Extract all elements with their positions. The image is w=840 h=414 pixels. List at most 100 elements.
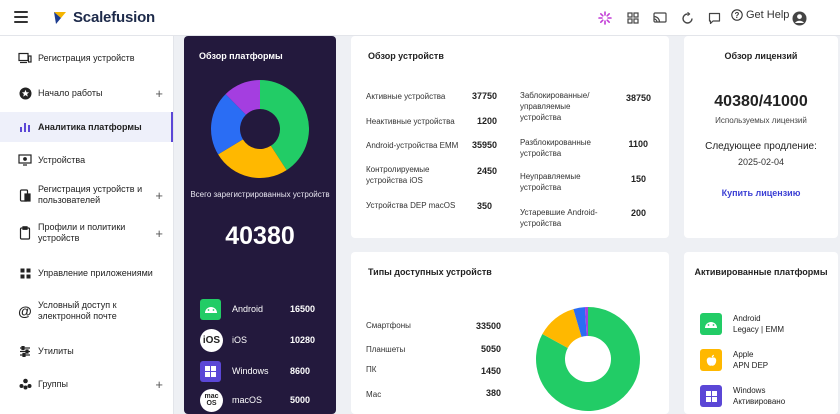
platform-count: 10280 — [290, 335, 316, 345]
sidebar-item-enroll-devices-users[interactable]: Регистрация устройств и пользователей + — [0, 181, 173, 209]
donut-slice-android[interactable] — [260, 80, 309, 171]
license-used-label: Используемых лицензий — [715, 116, 807, 125]
sidebar-item-label: Устройства — [38, 154, 86, 165]
sidebar-item-label: Группы — [38, 378, 68, 389]
apps-grid-icon[interactable] — [624, 9, 642, 27]
expand-plus-icon[interactable]: + — [155, 376, 163, 392]
windows-icon — [200, 360, 221, 382]
card-title: Активированные платформы — [694, 267, 828, 277]
app-logo[interactable]: Scalefusion — [52, 9, 155, 26]
overview-value: 38750 — [625, 93, 651, 103]
platform-row-ios[interactable]: iOS iOS 10280 — [200, 328, 328, 352]
overview-label: Android-устройства EMM — [366, 141, 459, 150]
sidebar-item-label: Регистрация устройств — [38, 52, 135, 63]
overview-value: 350 — [476, 201, 492, 211]
platform-count: 5000 — [290, 395, 311, 405]
expand-plus-icon[interactable]: + — [155, 85, 163, 101]
overview-label: Устройства DEP macOS — [366, 201, 456, 210]
sidebar-item-profiles-policies[interactable]: Профили и политики устройств + — [0, 219, 173, 247]
sidebar-item-label: Профили и политики устройств — [38, 222, 126, 243]
sidebar-item-label: Условный доступ к электронной почте — [38, 300, 117, 321]
donut-slice-windows[interactable] — [211, 94, 246, 155]
card-title: Обзор лицензий — [724, 51, 798, 61]
overview-label: Активные устройства — [366, 92, 446, 101]
hamburger-menu-icon[interactable] — [14, 11, 28, 23]
platform-count: 16500 — [290, 304, 316, 314]
donut-slice-ios[interactable] — [218, 139, 287, 178]
activated-android[interactable]: Android Legacy | EMM — [700, 313, 784, 335]
expand-plus-icon[interactable]: + — [155, 187, 163, 203]
renewal-date: 2025-02-04 — [737, 157, 785, 167]
type-label: Мас — [366, 390, 382, 399]
activated-platforms-card: Активированные платформы Android Legacy … — [684, 252, 838, 414]
device-types-card: Типы доступных устройств Смартфоны 33500… — [351, 252, 669, 414]
activated-windows[interactable]: Windows Активировано — [700, 385, 785, 407]
apple-icon — [700, 349, 722, 371]
buy-license-link[interactable]: Купить лицензию — [721, 188, 801, 198]
clipboard-icon — [18, 226, 32, 240]
account-avatar-icon[interactable] — [790, 9, 808, 27]
activated-name: Windows — [733, 386, 766, 395]
sidebar-item-app-management[interactable]: Управление приложениями — [0, 260, 173, 286]
overview-label: Контролируемые устройства iOS — [366, 165, 430, 185]
sidebar-item-label: Аналитика платформы — [38, 121, 142, 132]
expand-plus-icon[interactable]: + — [155, 225, 163, 241]
sidebar-item-email-conditional-access[interactable]: @ Условный доступ к электронной почте — [0, 297, 173, 325]
get-help-label: Get Help — [746, 9, 790, 21]
sliders-icon — [18, 344, 32, 358]
card-title: Обзор устройств — [368, 51, 444, 61]
type-label: Смартфоны — [366, 321, 411, 330]
overview-value: 37750 — [471, 91, 497, 101]
sidebar-item-getting-started[interactable]: Начало работы + — [0, 80, 173, 106]
donut-slice-пк[interactable] — [573, 307, 587, 337]
groups-icon — [18, 377, 32, 391]
overview-value: 1200 — [476, 116, 497, 126]
platform-row-windows[interactable]: Windows 8600 — [200, 359, 328, 383]
donut-slice-macos[interactable] — [225, 80, 260, 115]
donut-slice-смартфоны[interactable] — [536, 307, 640, 411]
overview-value: 35950 — [471, 140, 497, 150]
device-types-donut-chart — [536, 307, 640, 411]
donut-slice-планшеты[interactable] — [542, 309, 582, 348]
sidebar-item-utilities[interactable]: Утилиты — [0, 338, 173, 364]
monitor-icon — [18, 153, 32, 167]
ios-icon: iOS — [200, 328, 223, 352]
help-icon: ? — [731, 9, 743, 21]
overview-label: Разблокированные устройства — [520, 138, 591, 158]
type-value: 1450 — [480, 366, 501, 376]
activated-status: Активировано — [733, 397, 786, 406]
sidebar-item-groups[interactable]: Группы + — [0, 371, 173, 397]
macos-icon-text: OS — [206, 400, 217, 407]
get-help-button[interactable]: ? Get Help — [731, 9, 789, 21]
platform-overview-panel: Обзор платформы Всего зарегистрированных… — [184, 36, 336, 414]
sidebar-item-device-registration[interactable]: Регистрация устройств — [0, 45, 173, 71]
donut-slice-мас[interactable] — [584, 307, 588, 337]
apps-grid-icon — [18, 266, 32, 280]
panel-title: Обзор платформы — [199, 51, 283, 61]
sync-icon[interactable] — [678, 9, 696, 27]
macos-icon-text: mac — [204, 393, 219, 400]
overview-label: Устаревшие Android-устройства — [520, 208, 598, 228]
sidebar-item-devices[interactable]: Устройства — [0, 147, 173, 173]
activated-apple[interactable]: Apple APN DEP — [700, 349, 768, 371]
platform-name: iOS — [232, 335, 248, 345]
star-icon — [18, 86, 32, 100]
type-value: 5050 — [480, 344, 501, 354]
sidebar: Регистрация устройств Начало работы + Ан… — [0, 36, 174, 414]
type-value: 33500 — [475, 321, 501, 331]
chat-icon[interactable] — [705, 9, 723, 27]
scalefusion-logo-icon — [54, 11, 66, 24]
cast-icon[interactable] — [651, 9, 669, 27]
top-bar: Scalefusion ? Get Help — [0, 0, 840, 36]
renewal-label: Следующее продление: — [705, 141, 817, 152]
sidebar-item-label: Управление приложениями — [38, 267, 153, 278]
activated-name: Android — [733, 314, 761, 323]
platform-row-android[interactable]: Android 16500 — [200, 297, 328, 321]
at-sign-icon: @ — [18, 302, 32, 319]
platform-row-macos[interactable]: mac OS macOS 5000 — [200, 388, 328, 412]
platform-name: macOS — [232, 395, 263, 405]
sparkle-icon[interactable] — [596, 9, 614, 27]
overview-label: Заблокированные/ управляемые устройства — [520, 91, 590, 122]
windows-icon — [700, 385, 722, 407]
sidebar-item-platform-analytics[interactable]: Аналитика платформы — [0, 112, 173, 142]
